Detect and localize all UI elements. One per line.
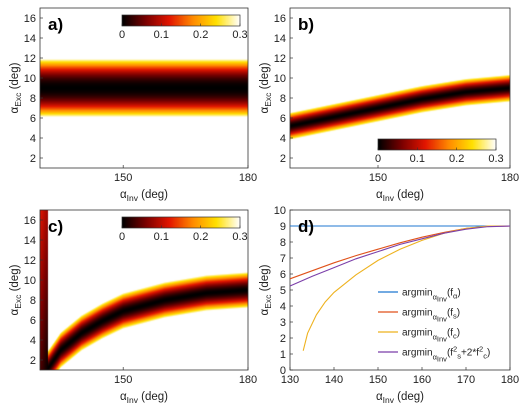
axes-frame bbox=[39, 209, 249, 371]
x-tick-label: 170 bbox=[457, 374, 475, 386]
series-line-4 bbox=[289, 225, 511, 287]
x-axis-label: αInv (deg) bbox=[376, 189, 424, 203]
x-tick-label: 180 bbox=[239, 172, 257, 184]
axes-frame bbox=[289, 7, 511, 169]
y-tick-label: 7 bbox=[280, 253, 286, 265]
y-tick-label: 16 bbox=[24, 13, 36, 25]
y-tick-label: 10 bbox=[274, 205, 286, 217]
y-tick-label: 3 bbox=[280, 317, 286, 329]
y-tick-label: 12 bbox=[24, 53, 36, 65]
y-tick-label: 1 bbox=[280, 349, 286, 361]
x-tick-label: 160 bbox=[413, 374, 431, 386]
y-tick-label: 10 bbox=[24, 73, 36, 85]
x-axis-label: αInv (deg) bbox=[376, 391, 424, 405]
x-tick-label: 130 bbox=[281, 374, 299, 386]
y-tick-label: 16 bbox=[24, 215, 36, 227]
colorbar-frame bbox=[121, 14, 241, 27]
legend-entry: argminαInv(fc) bbox=[402, 328, 460, 344]
y-tick-label: 10 bbox=[24, 275, 36, 287]
x-tick-label: 140 bbox=[325, 374, 343, 386]
y-tick-label: 2 bbox=[30, 153, 36, 165]
colorbar-tick-label: 0 bbox=[375, 153, 381, 165]
y-tick-label: 10 bbox=[274, 73, 286, 85]
y-tick-label: 8 bbox=[280, 93, 286, 105]
colorbar: 0 0.1 0.2 0.3 bbox=[119, 14, 248, 41]
legend-entry: argminαInv(fα) bbox=[402, 288, 461, 304]
y-tick-label: 4 bbox=[280, 133, 286, 145]
y-tick-label: 14 bbox=[24, 235, 36, 247]
colorbar: 0 0.1 0.2 0.3 bbox=[375, 138, 504, 165]
colorbar-tick-label: 0 bbox=[119, 29, 125, 41]
legend-entry: argminαInv(fs) bbox=[402, 308, 460, 324]
colorbar: 0 0.1 0.2 0.3 bbox=[119, 216, 248, 243]
y-tick-label: 5 bbox=[280, 285, 286, 297]
colorbar-tick-label: 0.2 bbox=[193, 29, 208, 41]
y-tick-label: 9 bbox=[280, 221, 286, 233]
colorbar-tick-label: 0 bbox=[119, 231, 125, 243]
y-tick-label: 4 bbox=[30, 133, 36, 145]
colorbar-gradient bbox=[122, 15, 240, 26]
y-tick-label: 8 bbox=[30, 295, 36, 307]
series-line-3 bbox=[302, 225, 510, 351]
x-tick-label: 180 bbox=[501, 374, 519, 386]
y-tick-label: 0 bbox=[280, 365, 286, 377]
y-tick-label: 14 bbox=[274, 33, 286, 45]
y-tick-label: 12 bbox=[24, 255, 36, 267]
x-tick-label: 180 bbox=[501, 172, 519, 184]
panel-label: a) bbox=[48, 15, 63, 34]
colorbar-gradient bbox=[122, 217, 240, 228]
y-tick-label: 6 bbox=[30, 113, 36, 125]
colorbar-gradient bbox=[378, 139, 496, 150]
y-tick-label: 6 bbox=[30, 315, 36, 327]
colorbar-tick-label: 0.3 bbox=[232, 231, 247, 243]
y-axis-label: αExc (deg) bbox=[9, 62, 23, 113]
colorbar-tick-label: 0.1 bbox=[410, 153, 425, 165]
y-axis-label: αExc (deg) bbox=[259, 62, 273, 113]
colorbar-tick-label: 0.2 bbox=[449, 153, 464, 165]
y-tick-label: 6 bbox=[280, 269, 286, 281]
axes-frame bbox=[39, 7, 249, 169]
legend: argminαInv(fα) argminαInv(fs) argminαInv(f… bbox=[378, 288, 490, 364]
y-tick-label: 12 bbox=[274, 53, 286, 65]
y-tick-label: 2 bbox=[280, 333, 286, 345]
y-axis-label: αExc (deg) bbox=[9, 264, 23, 315]
y-tick-label: 8 bbox=[30, 93, 36, 105]
colorbar-tick-label: 0.3 bbox=[232, 29, 247, 41]
y-tick-label: 2 bbox=[30, 355, 36, 367]
colorbar-frame bbox=[121, 216, 241, 229]
x-tick-label: 150 bbox=[114, 374, 132, 386]
x-tick-label: 180 bbox=[239, 374, 257, 386]
plot-background bbox=[290, 210, 510, 370]
heatmap-image bbox=[40, 210, 248, 370]
colorbar-tick-label: 0.2 bbox=[193, 231, 208, 243]
y-tick-label: 16 bbox=[274, 13, 286, 25]
panel-label: c) bbox=[48, 217, 63, 236]
colorbar-frame bbox=[377, 138, 497, 151]
colorbar-tick-label: 0.1 bbox=[154, 29, 169, 41]
x-tick-label: 150 bbox=[114, 172, 132, 184]
legend-entry: argminαInv(f2s+2*f2c) bbox=[402, 345, 490, 364]
heatmap-image bbox=[40, 8, 248, 168]
y-tick-label: 14 bbox=[24, 33, 36, 45]
colorbar-tick-label: 0.1 bbox=[154, 231, 169, 243]
x-axis-label: αInv (deg) bbox=[120, 189, 168, 203]
panel-d: 130 140 150 160 170 180 0 1 2 3 4 5 6 7 8 9 10 αInv (deg)… bbox=[259, 205, 519, 405]
y-axis-label: αExc (deg) bbox=[259, 264, 273, 315]
y-tick-label: 4 bbox=[30, 335, 36, 347]
x-axis-label: αInv (deg) bbox=[120, 391, 168, 405]
x-tick-label: 150 bbox=[369, 172, 387, 184]
y-tick-label: 2 bbox=[280, 153, 286, 165]
y-tick-label: 8 bbox=[280, 237, 286, 249]
y-tick-label: 4 bbox=[280, 301, 286, 313]
x-tick-label: 150 bbox=[369, 374, 387, 386]
panel-label: b) bbox=[298, 15, 314, 34]
panel-label: d) bbox=[298, 217, 314, 236]
colorbar-tick-label: 0.3 bbox=[488, 153, 503, 165]
y-tick-label: 6 bbox=[280, 113, 286, 125]
